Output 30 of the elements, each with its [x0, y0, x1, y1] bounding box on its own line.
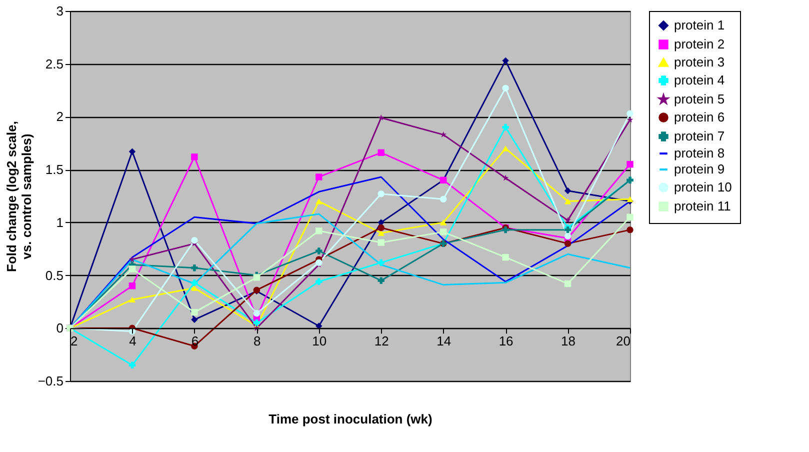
x-tick-label: 12 — [374, 334, 389, 349]
y-tick-label: 2 — [56, 109, 64, 124]
legend-label: protein 6 — [674, 110, 725, 124]
legend-label: protein 1 — [674, 18, 725, 32]
y-tick-label: 3 — [56, 4, 64, 18]
y-tick-label: −0.5 — [38, 374, 64, 388]
x-tick-label: 2 — [70, 334, 78, 349]
legend-label: protein 10 — [674, 180, 732, 194]
x-tick-label: 10 — [312, 334, 327, 349]
x-tick-label: 16 — [498, 334, 514, 349]
x-tick-label: 8 — [254, 334, 261, 349]
y-tick-label: 0 — [56, 320, 64, 336]
legend-label: protein 9 — [674, 162, 725, 176]
y-tick-label: 1.5 — [45, 162, 64, 178]
legend-label: protein 2 — [674, 36, 725, 52]
x-tick-label: 4 — [129, 334, 136, 349]
legend-label: protein 4 — [674, 72, 725, 88]
x-tick-label: 20 — [616, 334, 630, 349]
y-tick-label: 2.5 — [45, 56, 64, 72]
legend-label: protein 3 — [674, 54, 725, 70]
y-axis-title: Fold change (log2 scale, vs. control samples) — [4, 121, 34, 272]
legend-label: protein 11 — [674, 198, 731, 214]
x-tick-label: 18 — [561, 334, 576, 349]
x-tick-label: 14 — [436, 334, 452, 349]
y-tick-label: 0.5 — [45, 268, 64, 283]
y-tick-label: 1 — [56, 214, 64, 230]
legend-label: protein 7 — [674, 128, 725, 144]
x-axis-title: Time post inoculation (wk) — [268, 412, 432, 426]
legend-label: protein 5 — [674, 92, 725, 106]
legend-label: protein 8 — [674, 146, 725, 160]
